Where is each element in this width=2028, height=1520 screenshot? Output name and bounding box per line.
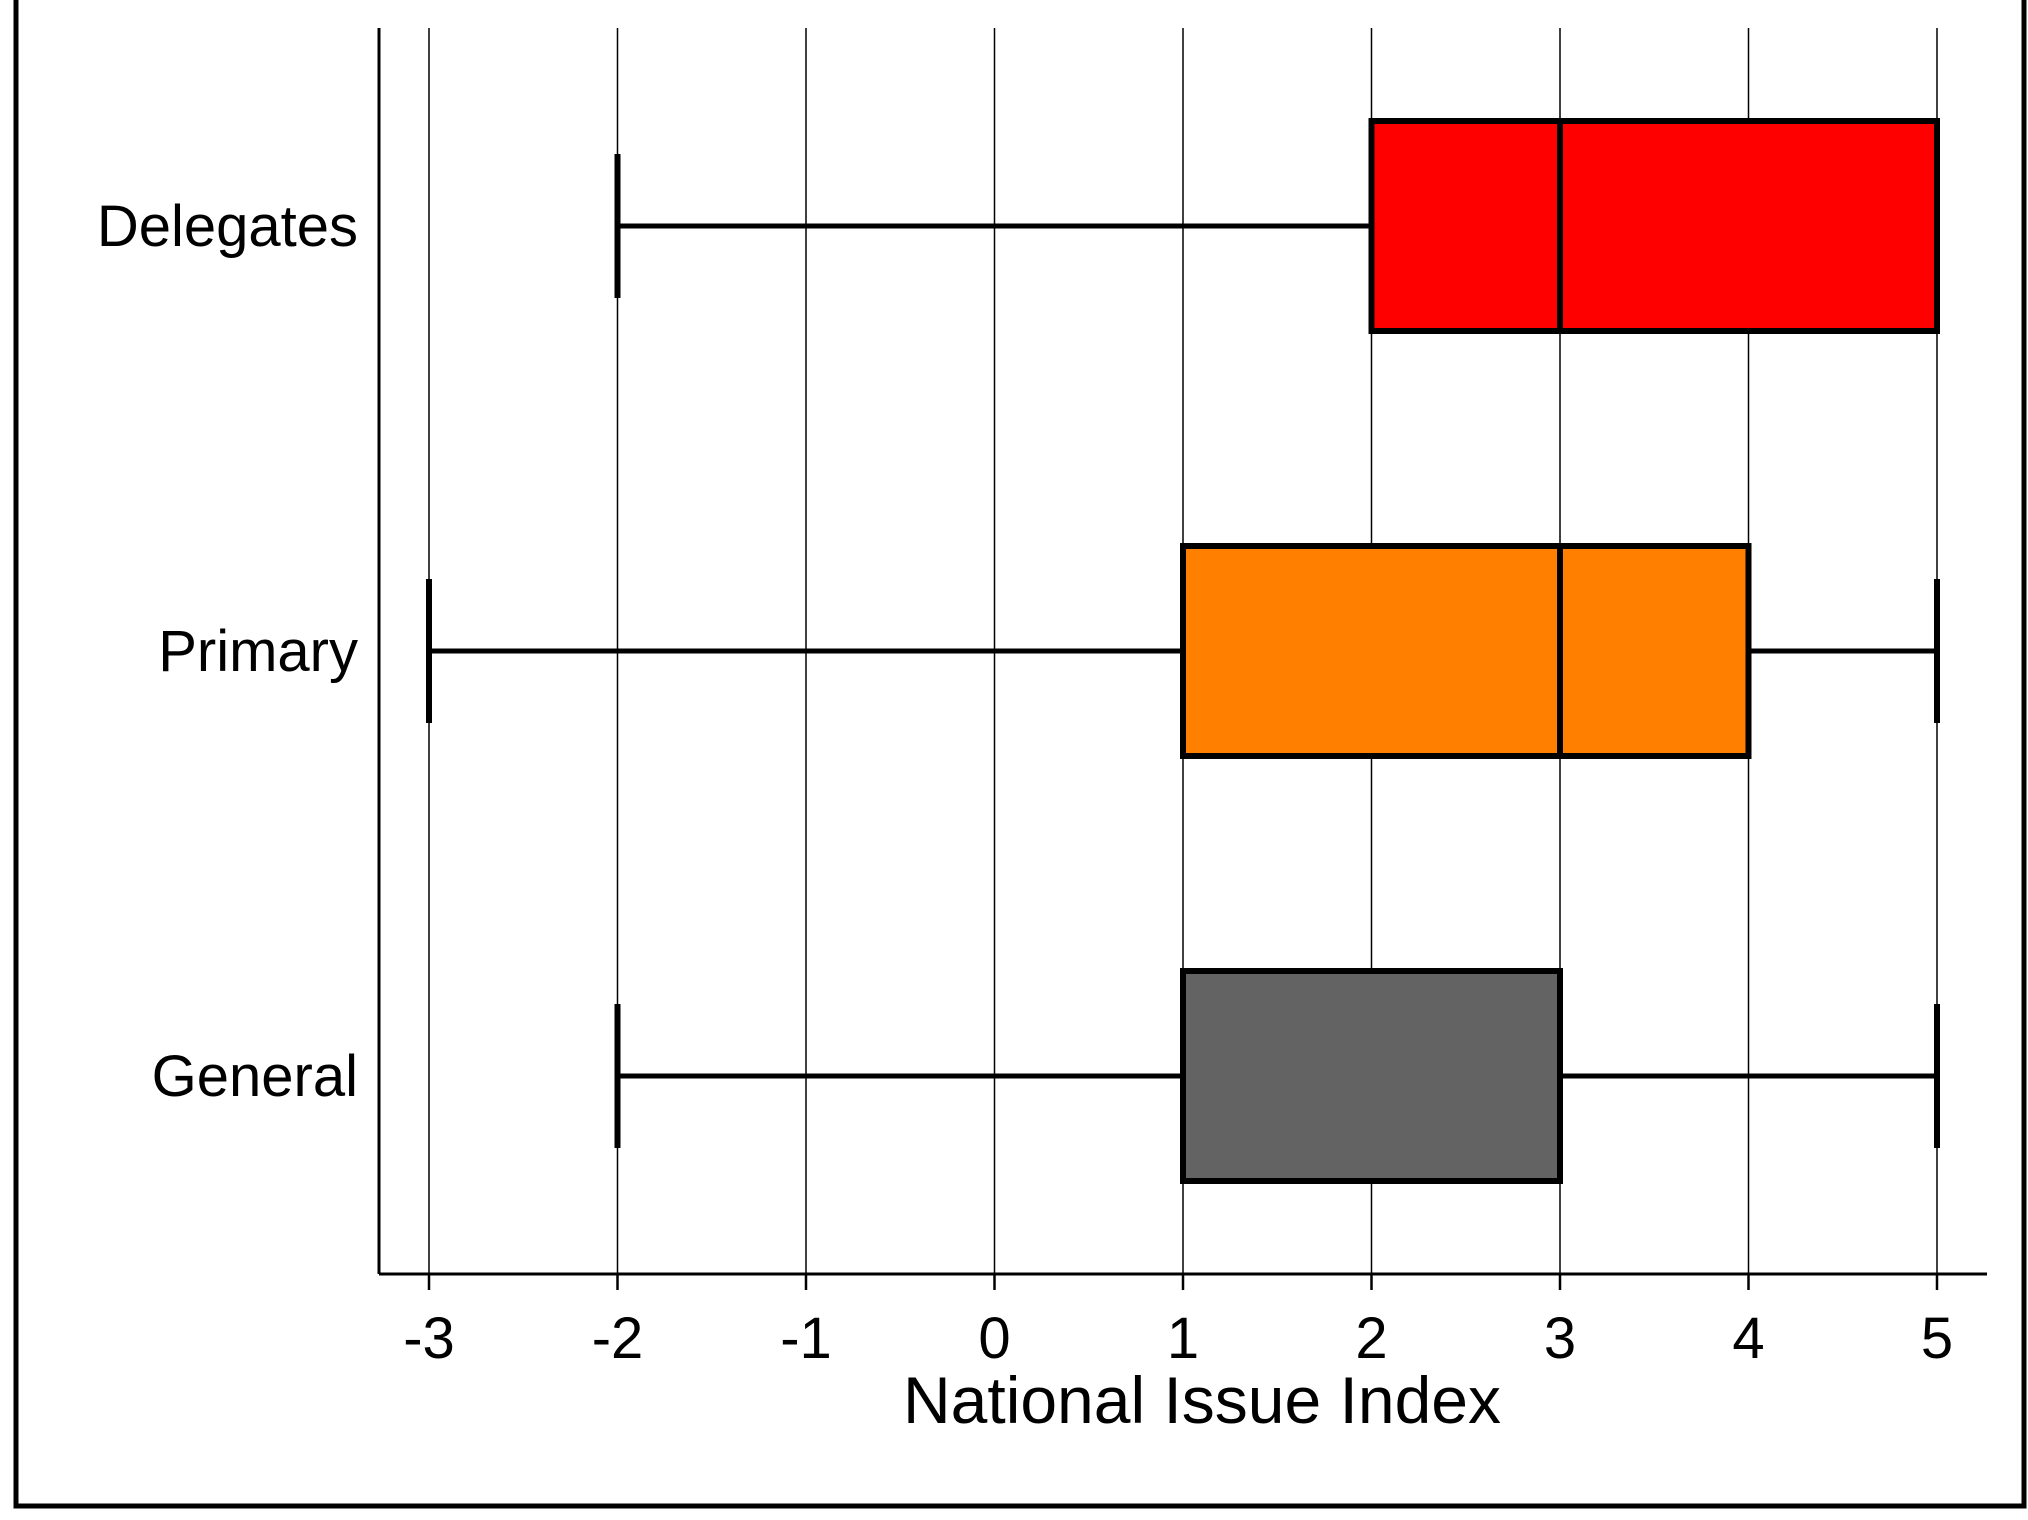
iqr-box	[1180, 968, 1563, 1184]
iqr-box	[1180, 543, 1752, 759]
box-delegates	[614, 118, 1940, 334]
x-tick-label: 5	[1921, 1306, 1953, 1371]
x-tick-label: 1	[1167, 1306, 1199, 1371]
box-general	[614, 968, 1940, 1184]
x-tick-label: 3	[1544, 1306, 1576, 1371]
x-tick-label: -3	[403, 1306, 455, 1371]
x-tick-label: 4	[1732, 1306, 1764, 1371]
x-tick-label: -2	[592, 1306, 644, 1371]
axes	[377, 28, 1987, 1290]
x-tick-label: -1	[780, 1306, 832, 1371]
category-label: General	[152, 1044, 358, 1109]
box-primary	[426, 543, 1940, 759]
x-tick-label: 2	[1355, 1306, 1387, 1371]
box-series	[426, 118, 1940, 1184]
x-tick-label: 0	[978, 1306, 1010, 1371]
category-label: Primary	[158, 619, 358, 684]
category-label: Delegates	[97, 194, 358, 259]
iqr-box	[1368, 118, 1940, 334]
labels: National Issue Index -3 -2 -1 0 1 2 3 4 5 Delegat…	[97, 194, 1953, 1437]
x-axis-title: National Issue Index	[903, 1363, 1501, 1437]
